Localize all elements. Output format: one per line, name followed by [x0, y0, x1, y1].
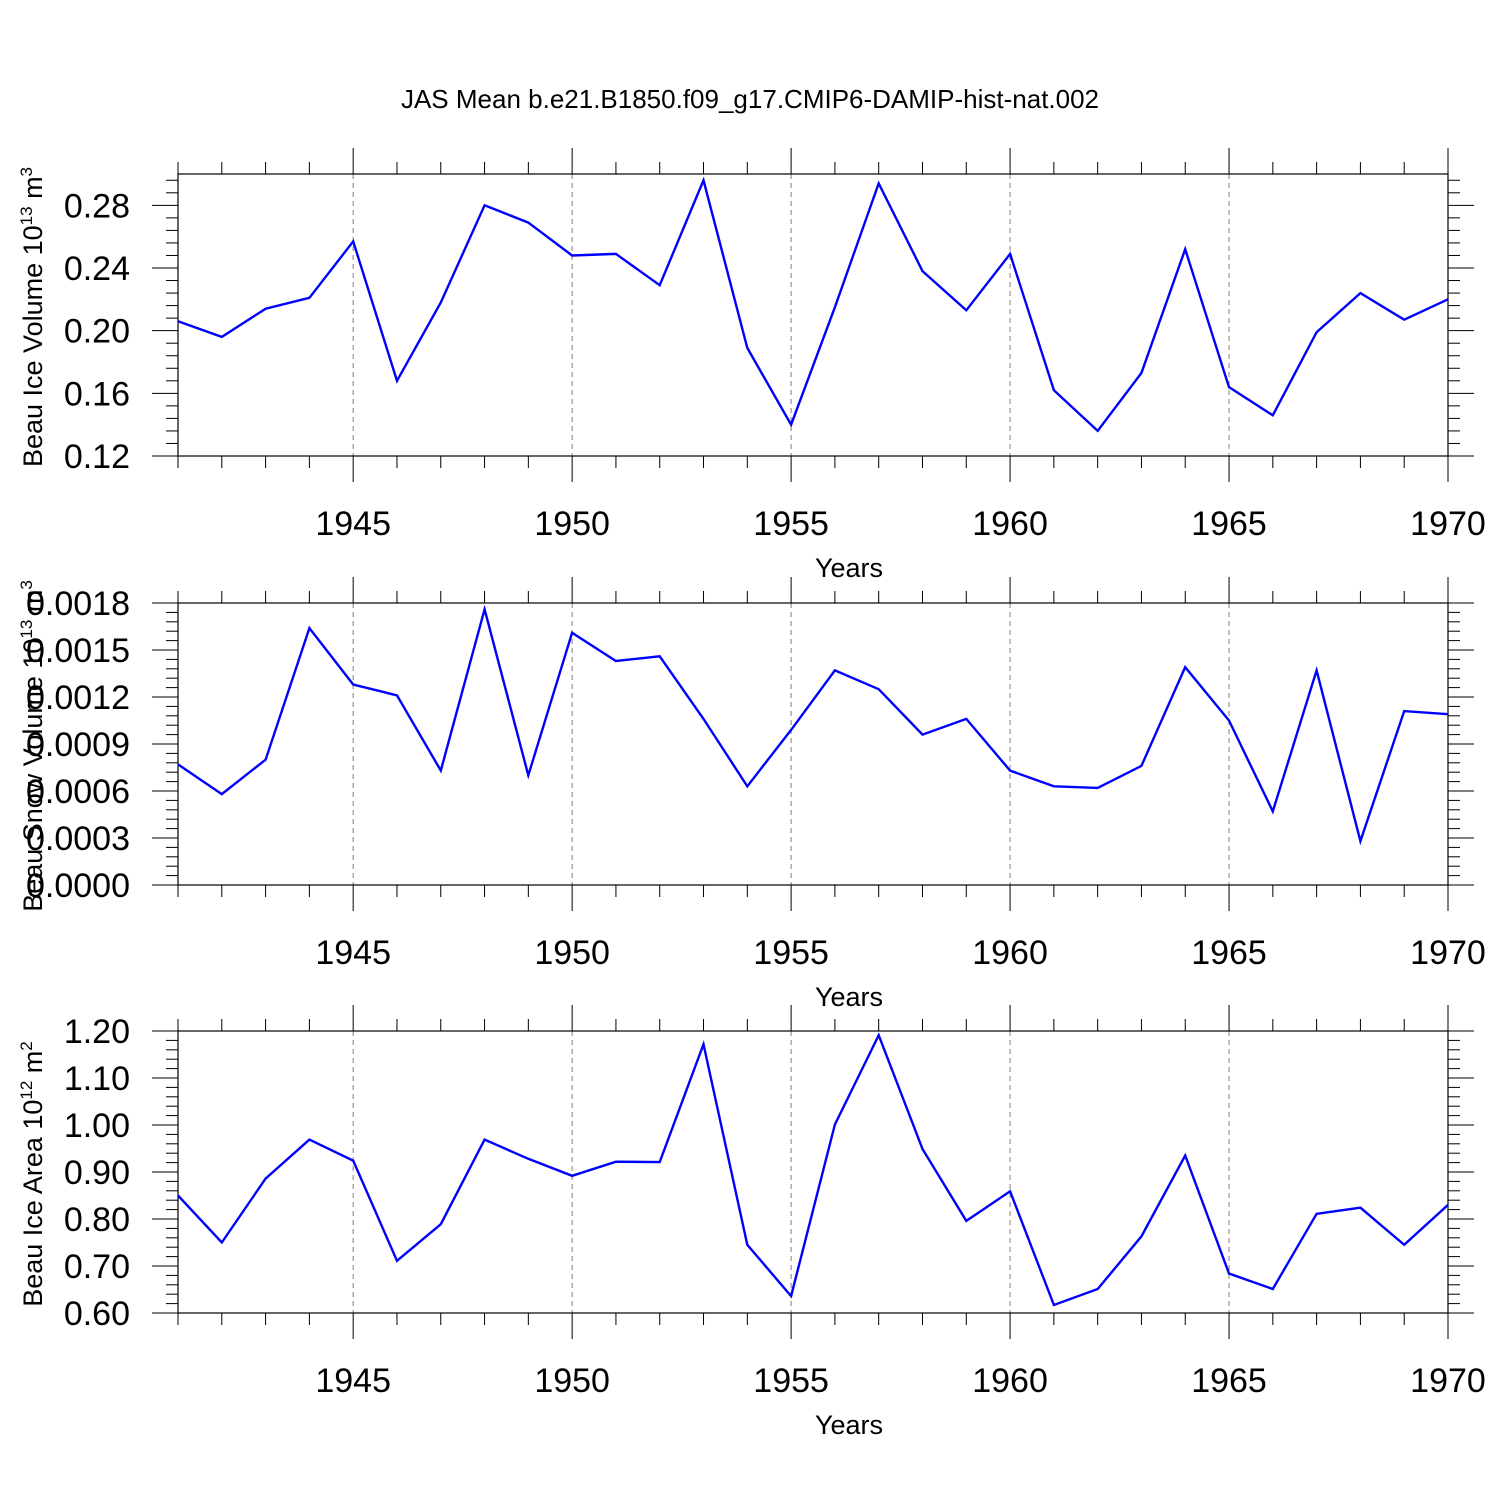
y-tick-label: 0.24 — [64, 250, 130, 288]
x-tick-label: 1950 — [534, 505, 610, 543]
x-tick-label: 1945 — [315, 1362, 391, 1400]
y-tick-label: 0.60 — [64, 1295, 130, 1333]
series-line — [177, 604, 1449, 846]
y-axis-label: Beau Ice Volume 1013 m3 — [17, 167, 48, 467]
plot-frame — [177, 1030, 1449, 1314]
x-tick-label: 1950 — [534, 1362, 610, 1400]
plot-frame — [177, 602, 1449, 886]
x-tick-label: 1960 — [972, 1362, 1048, 1400]
y-axis-label: Beau Ice Area 1012 m2 — [17, 1041, 48, 1307]
y-tick-label: 1.00 — [64, 1107, 130, 1145]
series-line — [177, 176, 1449, 433]
x-tick-label: 1960 — [972, 505, 1048, 543]
x-tick-label: 1950 — [534, 934, 610, 972]
y-tick-label: 0.70 — [64, 1248, 130, 1286]
x-axis-label: Years — [815, 553, 883, 583]
x-tick-label: 1955 — [753, 505, 829, 543]
x-tick-label: 1965 — [1191, 1362, 1267, 1400]
chart-title: JAS Mean b.e21.B1850.f09_g17.CMIP6-DAMIP… — [400, 84, 1100, 114]
x-tick-label: 1965 — [1191, 934, 1267, 972]
y-tick-label: 1.20 — [64, 1013, 130, 1051]
x-tick-label: 1945 — [315, 934, 391, 972]
y-tick-label: 0.0012 — [26, 679, 130, 717]
x-axis-label: Years — [815, 1410, 883, 1440]
series-line — [177, 1032, 1449, 1307]
y-tick-label: 0.16 — [64, 375, 130, 413]
x-tick-label: 1945 — [315, 505, 391, 543]
y-axis-label: Beau Snow Volume 1013 m3 — [17, 580, 48, 912]
panel-3: 1945 1950 1955 1960 1965 1970 Years 0.60 0.70 0.8… — [17, 1005, 1486, 1440]
plot-frame — [177, 173, 1449, 457]
x-tick-label: 1960 — [972, 934, 1048, 972]
x-tick-label: 1955 — [753, 1362, 829, 1400]
y-tick-label: 1.10 — [64, 1060, 130, 1098]
y-tick-label: 0.0018 — [26, 585, 130, 623]
y-tick-label: 0.80 — [64, 1201, 130, 1239]
y-tick-label: 0.0000 — [26, 867, 130, 905]
y-tick-label: 0.0003 — [26, 820, 130, 858]
x-tick-label: 1955 — [753, 934, 829, 972]
x-tick-label: 1970 — [1410, 1362, 1486, 1400]
x-tick-label: 1970 — [1410, 934, 1486, 972]
panel-1: 1945 1950 1955 1960 1965 1970 Years 0.12 0.16 0.2… — [17, 148, 1486, 583]
x-tick-label: 1970 — [1410, 505, 1486, 543]
x-axis-label: Years — [815, 982, 883, 1012]
x-tick-label: 1965 — [1191, 505, 1267, 543]
y-tick-label: 0.0006 — [26, 773, 130, 811]
y-tick-label: 0.90 — [64, 1154, 130, 1192]
panel-2: 1945 1950 1955 1960 1965 1970 Years 0.0000 0.000… — [17, 577, 1486, 1012]
y-tick-label: 0.20 — [64, 313, 130, 351]
y-tick-label: 0.0015 — [26, 632, 130, 670]
y-tick-label: 0.0009 — [26, 726, 130, 764]
y-tick-label: 0.28 — [64, 187, 130, 225]
y-tick-label: 0.12 — [64, 438, 130, 476]
